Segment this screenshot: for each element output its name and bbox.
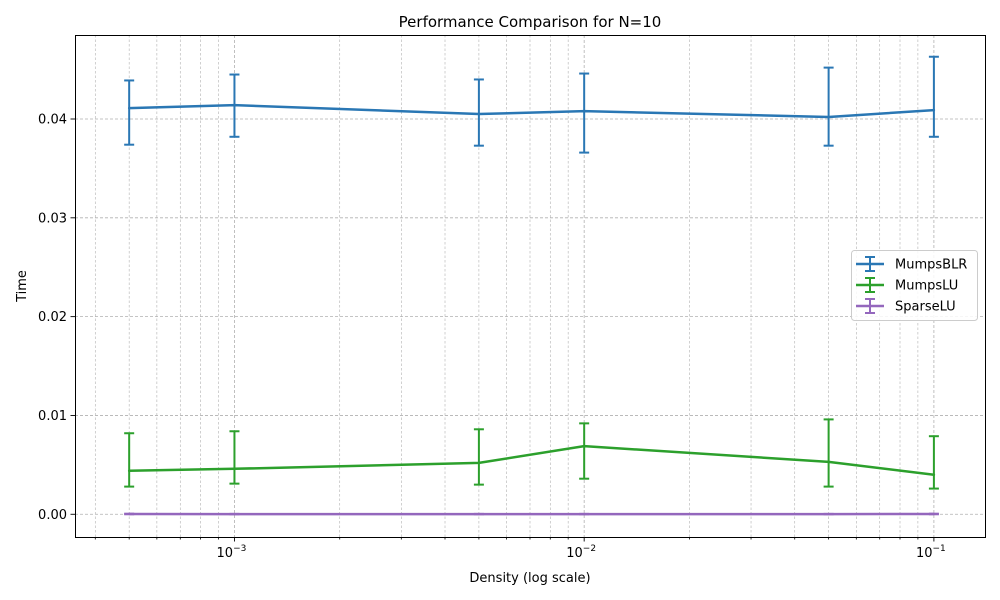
y-axis-ticks: 0.00 0.01 0.02 0.03 0.04 bbox=[38, 112, 75, 523]
y-tick-label: 0.03 bbox=[38, 211, 67, 226]
series-mumpsblr bbox=[124, 55, 939, 154]
legend: MumpsBLR MumpsLU SparseLU bbox=[851, 250, 978, 321]
legend-item-mumpslu: MumpsLU bbox=[856, 277, 958, 294]
series-mumpslu bbox=[124, 418, 939, 490]
line-mumpsblr bbox=[127, 103, 936, 119]
x-axis-ticks: 10−3 10−2 10−1 bbox=[94, 537, 946, 561]
x-tick-label: 10−2 bbox=[566, 544, 596, 561]
legend-label: MumpsBLR bbox=[895, 258, 967, 273]
x-tick-label: 10−3 bbox=[217, 544, 247, 561]
x-tick-label: 10−1 bbox=[916, 544, 946, 561]
y-tick-label: 0.01 bbox=[38, 409, 67, 424]
line-mumpslu bbox=[127, 444, 936, 476]
legend-label: MumpsLU bbox=[895, 279, 958, 294]
y-tick-label: 0.04 bbox=[38, 112, 67, 127]
y-tick-label: 0.02 bbox=[38, 310, 67, 325]
plot-series bbox=[124, 55, 939, 516]
series-sparselu bbox=[124, 512, 939, 516]
y-axis-title: Time bbox=[15, 270, 30, 303]
y-tick-label: 0.00 bbox=[38, 508, 67, 523]
x-axis-title: Density (log scale) bbox=[469, 571, 590, 586]
plot-frame bbox=[75, 35, 986, 538]
legend-item-mumpsblr: MumpsBLR bbox=[856, 256, 967, 273]
legend-box bbox=[851, 250, 978, 321]
chart-title: Performance Comparison for N=10 bbox=[399, 13, 662, 31]
legend-label: SparseLU bbox=[895, 300, 956, 315]
legend-item-sparselu: SparseLU bbox=[856, 298, 956, 315]
